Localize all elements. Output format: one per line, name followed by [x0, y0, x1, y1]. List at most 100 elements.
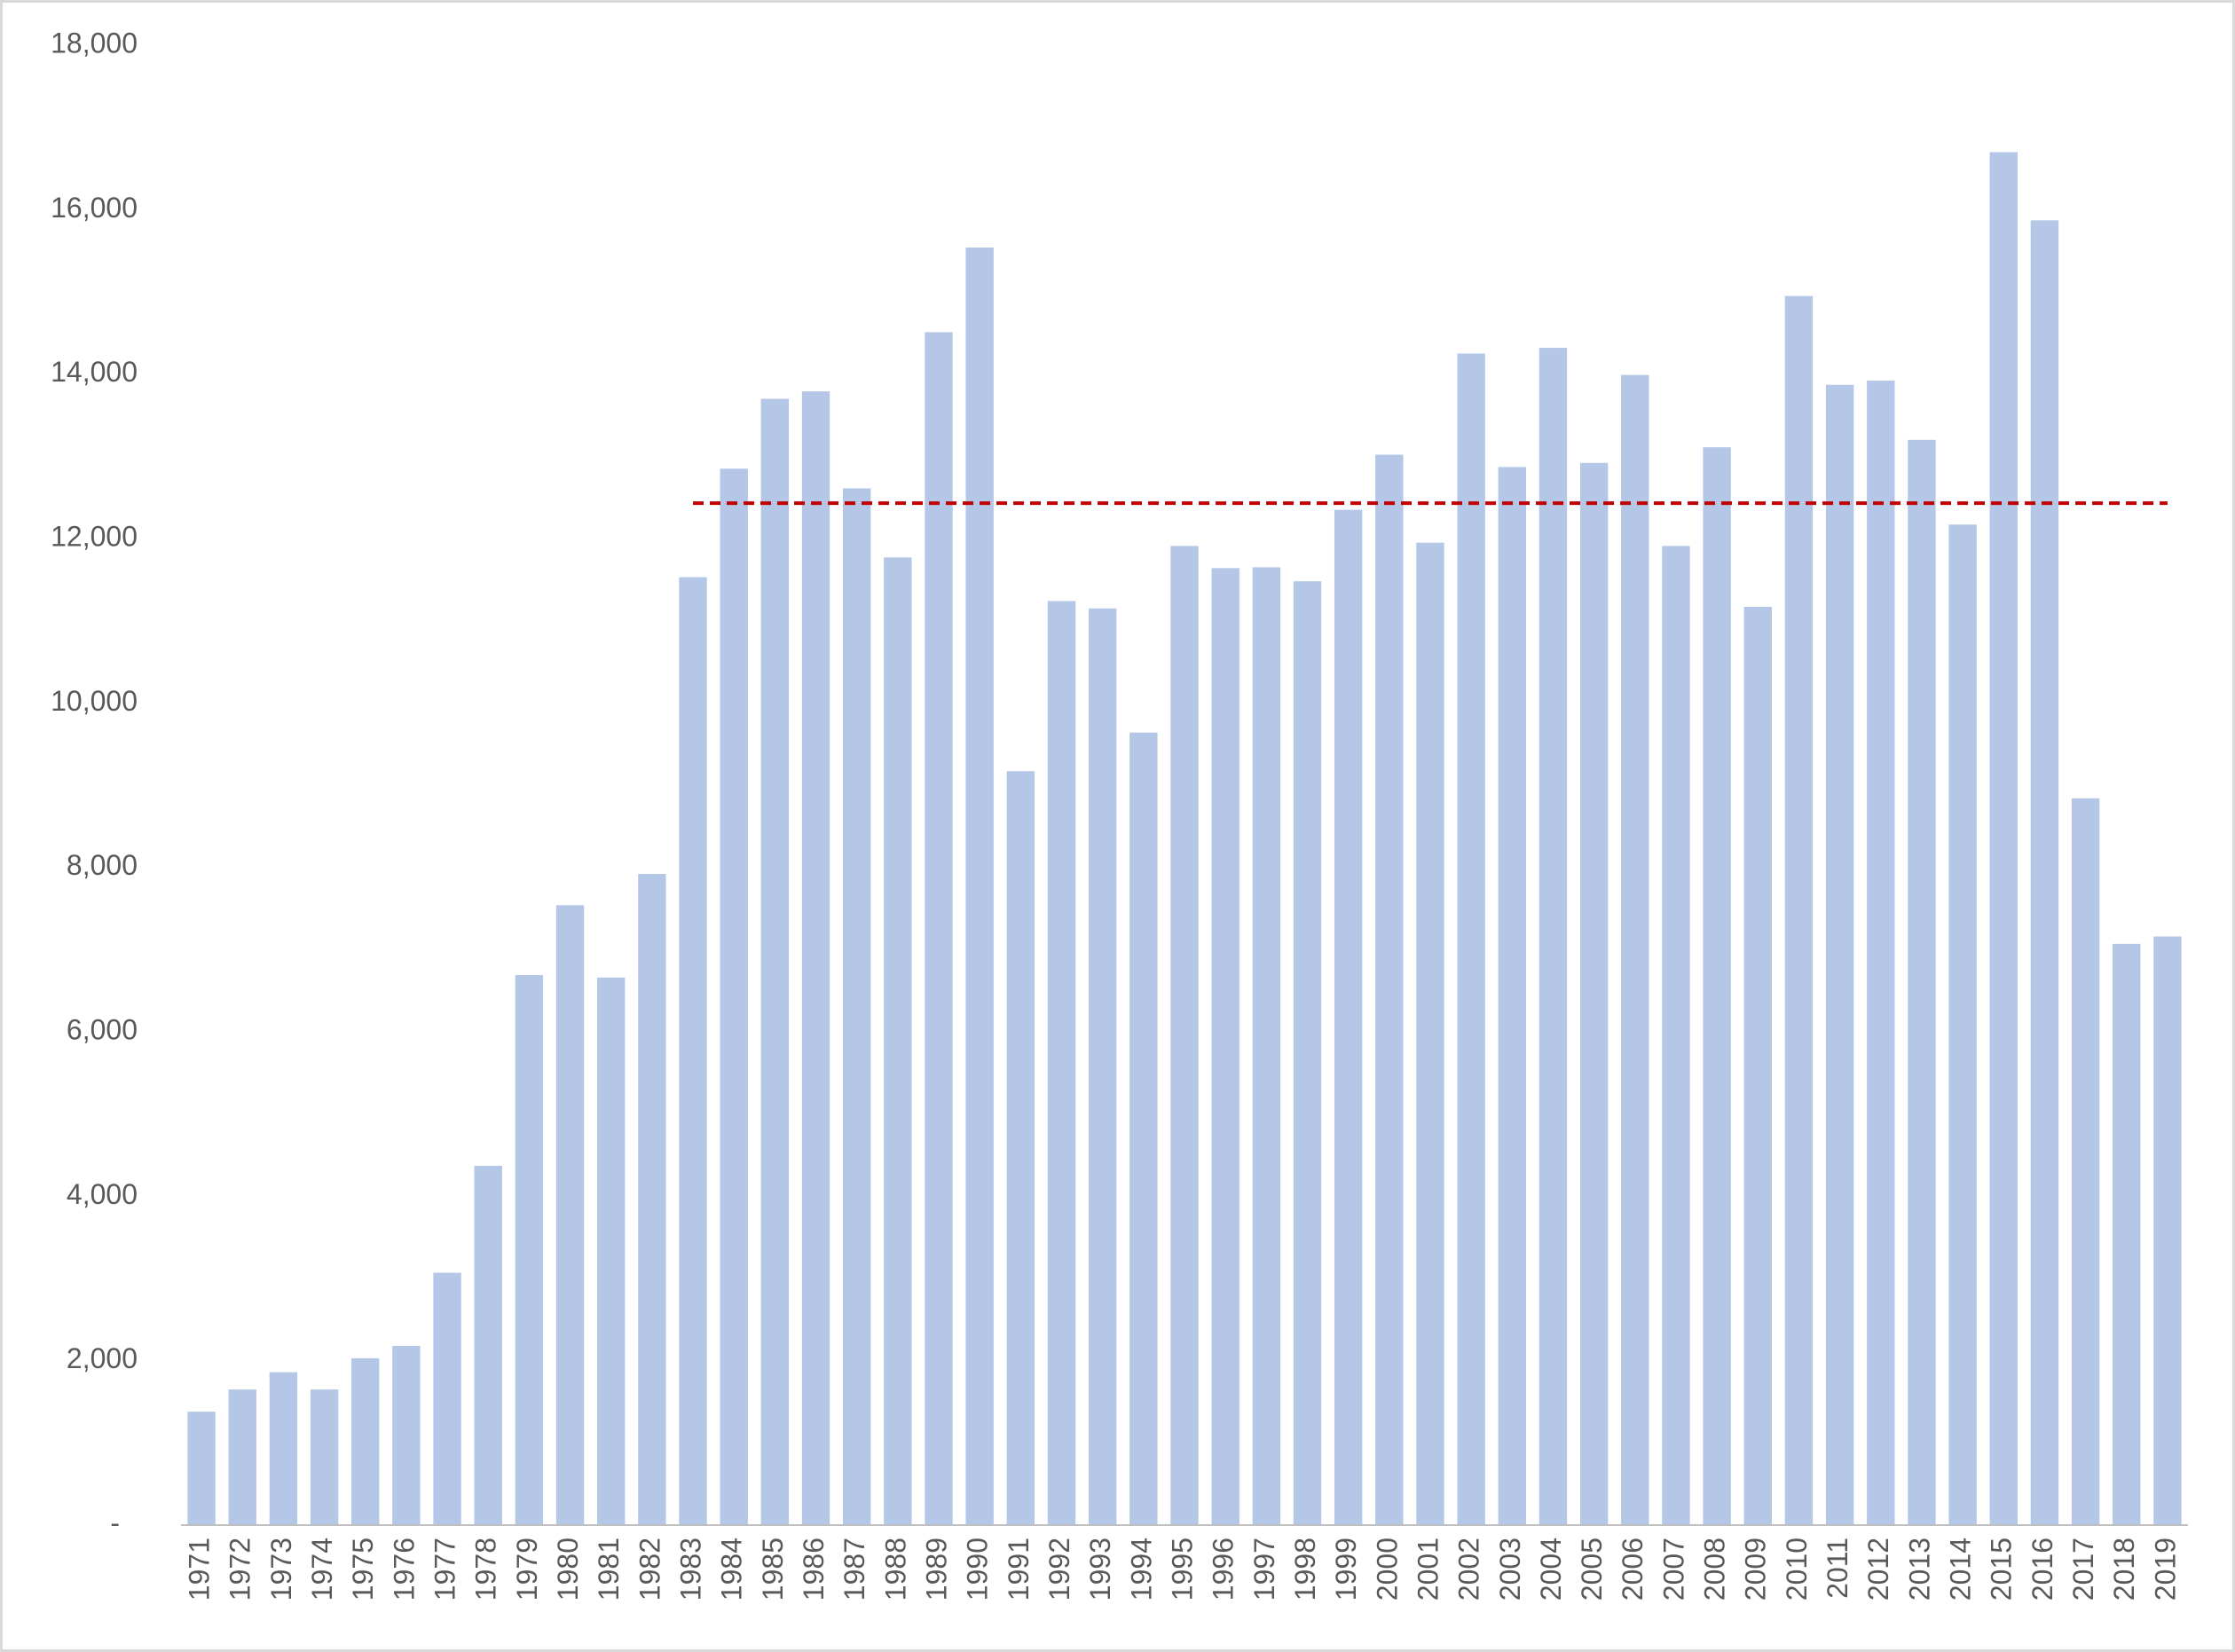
x-tick-label: 1985: [757, 1538, 789, 1601]
bar: [1211, 568, 1239, 1525]
x-tick-label: 1989: [920, 1538, 952, 1601]
x-tick-label: 2014: [1945, 1538, 1977, 1601]
bar: [2030, 220, 2059, 1525]
x-tick-label: 2005: [1576, 1538, 1608, 1601]
bar: [1129, 732, 1158, 1525]
x-tick-label: 2001: [1412, 1538, 1444, 1601]
bar: [842, 488, 871, 1525]
x-tick-label: 2012: [1862, 1538, 1894, 1601]
bar: [1579, 462, 1609, 1526]
x-tick-label: 2019: [2149, 1538, 2181, 1601]
x-tick-label: 1984: [716, 1538, 748, 1601]
bar: [1621, 374, 1649, 1526]
bar: [925, 332, 953, 1525]
y-tick-label: 6,000: [67, 1013, 138, 1045]
x-tick-label: 2000: [1371, 1538, 1403, 1601]
y-tick-label: 16,000: [51, 192, 138, 224]
y-tick-label: 12,000: [51, 520, 138, 552]
bar: [1375, 454, 1404, 1525]
x-tick-label: 1976: [388, 1538, 420, 1601]
bar: [720, 468, 748, 1525]
x-tick-label: 1996: [1208, 1538, 1239, 1601]
y-tick-label: 8,000: [67, 849, 138, 881]
bar: [474, 1166, 502, 1525]
bar: [2113, 943, 2141, 1525]
x-tick-label: 2006: [1617, 1538, 1649, 1601]
x-tick-label: 2002: [1453, 1538, 1485, 1601]
x-tick-label: 1971: [184, 1538, 216, 1601]
x-tick-label: 1990: [962, 1538, 994, 1601]
x-tick-label: 1997: [1248, 1538, 1280, 1601]
x-tick-label: 1999: [1330, 1538, 1362, 1601]
x-tick-label: 1987: [838, 1538, 870, 1601]
x-tick-label: 2016: [2026, 1538, 2058, 1601]
x-tick-label: 1991: [1003, 1538, 1035, 1601]
bar: [1662, 546, 1690, 1525]
bar: [965, 247, 994, 1526]
x-tick-label: 1992: [1043, 1538, 1075, 1601]
bar: [597, 977, 626, 1525]
x-tick-label: 1981: [593, 1538, 625, 1601]
bar: [1334, 509, 1363, 1525]
x-tick-label: 1994: [1125, 1538, 1157, 1601]
bar: [1088, 608, 1117, 1526]
y-tick-label: 4,000: [67, 1178, 138, 1210]
bar: [1703, 447, 1731, 1525]
x-tick-label: 1995: [1166, 1538, 1198, 1601]
x-tick-label: 1993: [1084, 1538, 1116, 1601]
bar: [1908, 439, 1936, 1525]
bar: [884, 557, 912, 1525]
bar: [1948, 524, 1977, 1526]
bar: [1252, 567, 1281, 1525]
y-tick-label: 10,000: [51, 685, 138, 717]
bar: [1498, 467, 1527, 1525]
bar: [392, 1345, 421, 1525]
x-tick-label: 1980: [552, 1538, 584, 1601]
bar: [555, 905, 585, 1525]
bar: [1293, 581, 1322, 1525]
bar: [1989, 152, 2018, 1525]
y-tick-label: -: [110, 1506, 120, 1538]
x-tick-label: 1978: [470, 1538, 502, 1601]
x-tick-label: 2018: [2108, 1538, 2140, 1601]
y-tick-label: 2,000: [67, 1342, 138, 1374]
bar: [228, 1389, 256, 1525]
x-tick-label: 2013: [1903, 1538, 1935, 1601]
bar: [515, 975, 544, 1525]
bar: [1784, 295, 1814, 1526]
x-tick-label: 1975: [347, 1538, 379, 1601]
bar: [1743, 606, 1772, 1525]
x-tick-label: 1979: [511, 1538, 543, 1601]
bar: [2153, 936, 2182, 1525]
x-tick-label: 1988: [879, 1538, 911, 1601]
bar: [351, 1357, 380, 1525]
x-tick-label: 2007: [1657, 1538, 1689, 1601]
x-tick-label: 2017: [2067, 1538, 2099, 1601]
bar: [310, 1389, 339, 1525]
bar: [433, 1272, 461, 1525]
x-tick-label: 1973: [265, 1538, 297, 1601]
x-tick-label: 1986: [798, 1538, 830, 1601]
bar: [1047, 601, 1076, 1525]
bar: [1867, 381, 1895, 1526]
x-tick-label: 2011: [1822, 1538, 1853, 1599]
bar: [760, 398, 790, 1525]
x-tick-label: 2010: [1781, 1538, 1813, 1601]
bar: [1170, 546, 1199, 1525]
x-tick-label: 1982: [634, 1538, 665, 1601]
x-tick-label: 1977: [429, 1538, 461, 1601]
x-tick-label: 1974: [306, 1538, 338, 1601]
x-tick-label: 2003: [1494, 1538, 1526, 1601]
bar: [269, 1372, 298, 1525]
bar: [1457, 353, 1485, 1525]
bar: [187, 1412, 216, 1525]
bar: [2071, 798, 2100, 1525]
bar: [679, 577, 707, 1525]
bar: [1825, 384, 1854, 1525]
bar: [1539, 348, 1568, 1526]
x-tick-label: 2015: [1986, 1538, 2018, 1601]
y-tick-label: 18,000: [51, 27, 138, 59]
x-tick-label: 2009: [1740, 1538, 1772, 1601]
x-tick-label: 2008: [1699, 1538, 1731, 1601]
